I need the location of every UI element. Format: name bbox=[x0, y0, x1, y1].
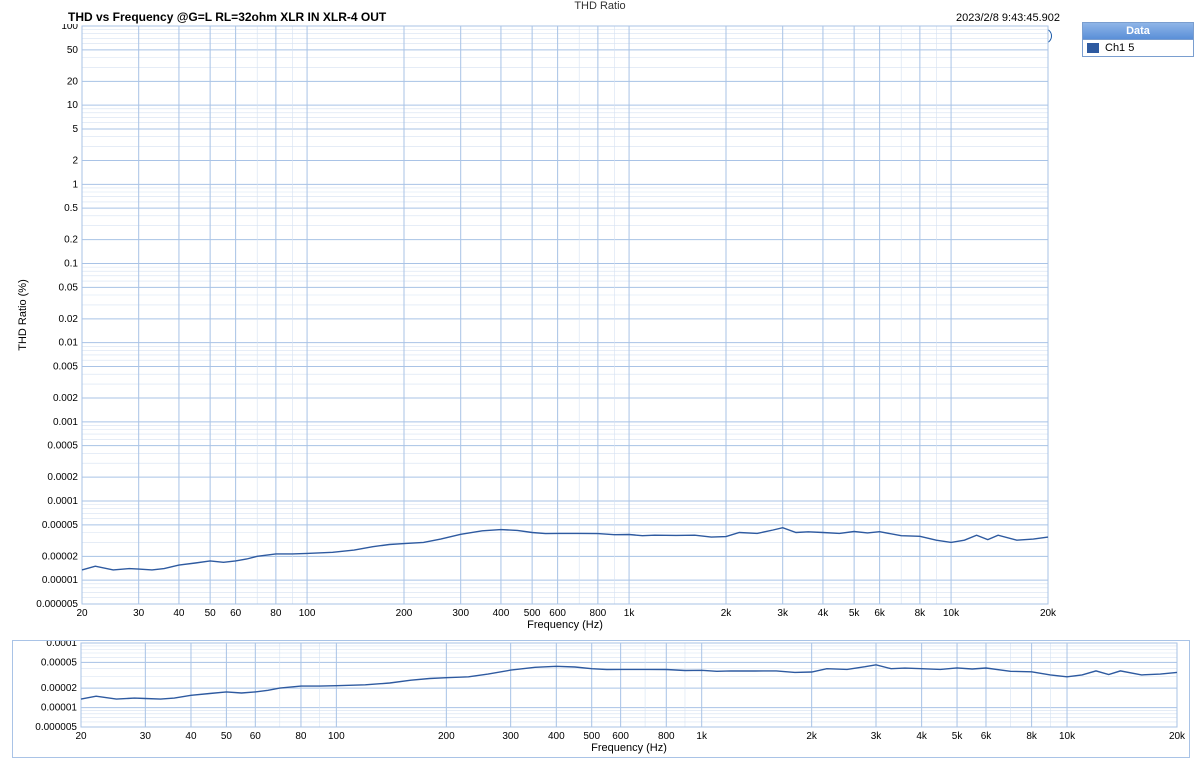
svg-text:500: 500 bbox=[583, 731, 600, 742]
svg-text:2: 2 bbox=[72, 156, 78, 167]
svg-text:40: 40 bbox=[185, 731, 197, 742]
svg-text:80: 80 bbox=[270, 608, 282, 619]
svg-text:100: 100 bbox=[328, 731, 345, 742]
svg-text:600: 600 bbox=[549, 608, 566, 619]
svg-text:0.0001: 0.0001 bbox=[46, 641, 77, 649]
svg-text:80: 80 bbox=[295, 731, 307, 742]
svg-text:0.001: 0.001 bbox=[53, 417, 78, 428]
svg-text:200: 200 bbox=[438, 731, 455, 742]
svg-text:1k: 1k bbox=[696, 731, 708, 742]
svg-text:300: 300 bbox=[502, 731, 519, 742]
svg-text:3k: 3k bbox=[871, 731, 883, 742]
svg-text:5k: 5k bbox=[849, 608, 861, 619]
svg-text:6k: 6k bbox=[874, 608, 886, 619]
svg-text:0.000005: 0.000005 bbox=[36, 599, 78, 610]
svg-text:0.02: 0.02 bbox=[59, 314, 79, 325]
svg-text:50: 50 bbox=[67, 45, 79, 56]
svg-text:0.1: 0.1 bbox=[64, 259, 78, 270]
mini-chart-container: 0.0001 0.00005 0.00002 0.00001 0.00000520 30 4… bbox=[12, 640, 1190, 758]
svg-text:10k: 10k bbox=[1059, 731, 1076, 742]
svg-text:0.00001: 0.00001 bbox=[42, 575, 79, 586]
legend-label: Ch1 5 bbox=[1105, 42, 1134, 54]
svg-text:50: 50 bbox=[205, 608, 217, 619]
svg-text:Frequency (Hz): Frequency (Hz) bbox=[591, 742, 667, 754]
svg-text:4k: 4k bbox=[818, 608, 830, 619]
svg-text:0.00002: 0.00002 bbox=[41, 683, 78, 694]
svg-text:30: 30 bbox=[140, 731, 152, 742]
svg-text:600: 600 bbox=[612, 731, 629, 742]
svg-text:10k: 10k bbox=[943, 608, 960, 619]
chart-subtitle: THD vs Frequency @G=L RL=32ohm XLR IN XL… bbox=[68, 10, 386, 24]
svg-text:THD Ratio (%): THD Ratio (%) bbox=[17, 279, 29, 351]
svg-text:40: 40 bbox=[173, 608, 185, 619]
svg-text:0.0005: 0.0005 bbox=[47, 441, 78, 452]
svg-text:20: 20 bbox=[75, 731, 87, 742]
svg-text:300: 300 bbox=[452, 608, 469, 619]
svg-text:10: 10 bbox=[67, 100, 79, 111]
legend-swatch bbox=[1087, 43, 1099, 53]
svg-text:0.002: 0.002 bbox=[53, 393, 78, 404]
svg-text:0.00002: 0.00002 bbox=[42, 551, 79, 562]
legend-item[interactable]: Ch1 5 bbox=[1083, 40, 1193, 56]
svg-text:0.0002: 0.0002 bbox=[47, 472, 78, 483]
svg-text:20: 20 bbox=[76, 608, 88, 619]
svg-text:0.00001: 0.00001 bbox=[41, 703, 78, 714]
svg-text:50: 50 bbox=[221, 731, 233, 742]
svg-text:8k: 8k bbox=[1026, 731, 1038, 742]
svg-text:2k: 2k bbox=[721, 608, 733, 619]
svg-text:0.2: 0.2 bbox=[64, 235, 78, 246]
mini-chart: 0.0001 0.00005 0.00002 0.00001 0.00000520 30 4… bbox=[13, 641, 1189, 757]
svg-text:60: 60 bbox=[230, 608, 242, 619]
main-chart: 100 50 20 10 5 2 1 0.5 0.2 0.1 0.05 0.02 0.01 0.005 0.… bbox=[12, 24, 1060, 634]
svg-text:2k: 2k bbox=[806, 731, 818, 742]
svg-text:6k: 6k bbox=[981, 731, 993, 742]
svg-text:20k: 20k bbox=[1169, 731, 1186, 742]
svg-text:20: 20 bbox=[67, 76, 79, 87]
svg-text:60: 60 bbox=[250, 731, 262, 742]
svg-text:Frequency (Hz): Frequency (Hz) bbox=[527, 619, 603, 631]
svg-text:1k: 1k bbox=[624, 608, 636, 619]
svg-text:0.000005: 0.000005 bbox=[35, 722, 77, 733]
svg-text:1: 1 bbox=[72, 179, 78, 190]
svg-text:500: 500 bbox=[524, 608, 541, 619]
svg-text:0.5: 0.5 bbox=[64, 203, 78, 214]
legend-panel: Data Ch1 5 bbox=[1082, 22, 1194, 57]
svg-text:30: 30 bbox=[133, 608, 145, 619]
svg-text:100: 100 bbox=[299, 608, 316, 619]
legend-header: Data bbox=[1083, 23, 1193, 40]
svg-text:0.005: 0.005 bbox=[53, 361, 78, 372]
svg-text:20k: 20k bbox=[1040, 608, 1057, 619]
top-title: THD Ratio bbox=[574, 0, 625, 12]
svg-text:800: 800 bbox=[590, 608, 607, 619]
timestamp: 2023/2/8 9:43:45.902 bbox=[956, 12, 1060, 24]
svg-text:5k: 5k bbox=[952, 731, 964, 742]
svg-text:0.00005: 0.00005 bbox=[41, 657, 78, 668]
svg-text:800: 800 bbox=[658, 731, 675, 742]
svg-text:4k: 4k bbox=[916, 731, 928, 742]
svg-text:400: 400 bbox=[548, 731, 565, 742]
svg-text:3k: 3k bbox=[777, 608, 789, 619]
svg-text:200: 200 bbox=[396, 608, 413, 619]
svg-text:0.01: 0.01 bbox=[59, 338, 79, 349]
svg-text:0.05: 0.05 bbox=[59, 282, 79, 293]
svg-text:100: 100 bbox=[61, 24, 78, 32]
svg-text:400: 400 bbox=[493, 608, 510, 619]
svg-text:0.0001: 0.0001 bbox=[47, 496, 78, 507]
svg-text:8k: 8k bbox=[915, 608, 927, 619]
svg-text:0.00005: 0.00005 bbox=[42, 520, 79, 531]
svg-text:5: 5 bbox=[72, 124, 78, 135]
